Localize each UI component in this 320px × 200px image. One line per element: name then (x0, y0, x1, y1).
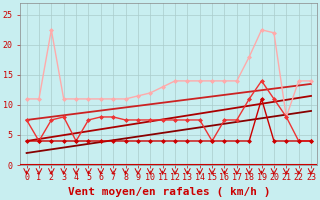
X-axis label: Vent moyen/en rafales ( km/h ): Vent moyen/en rafales ( km/h ) (68, 187, 270, 197)
